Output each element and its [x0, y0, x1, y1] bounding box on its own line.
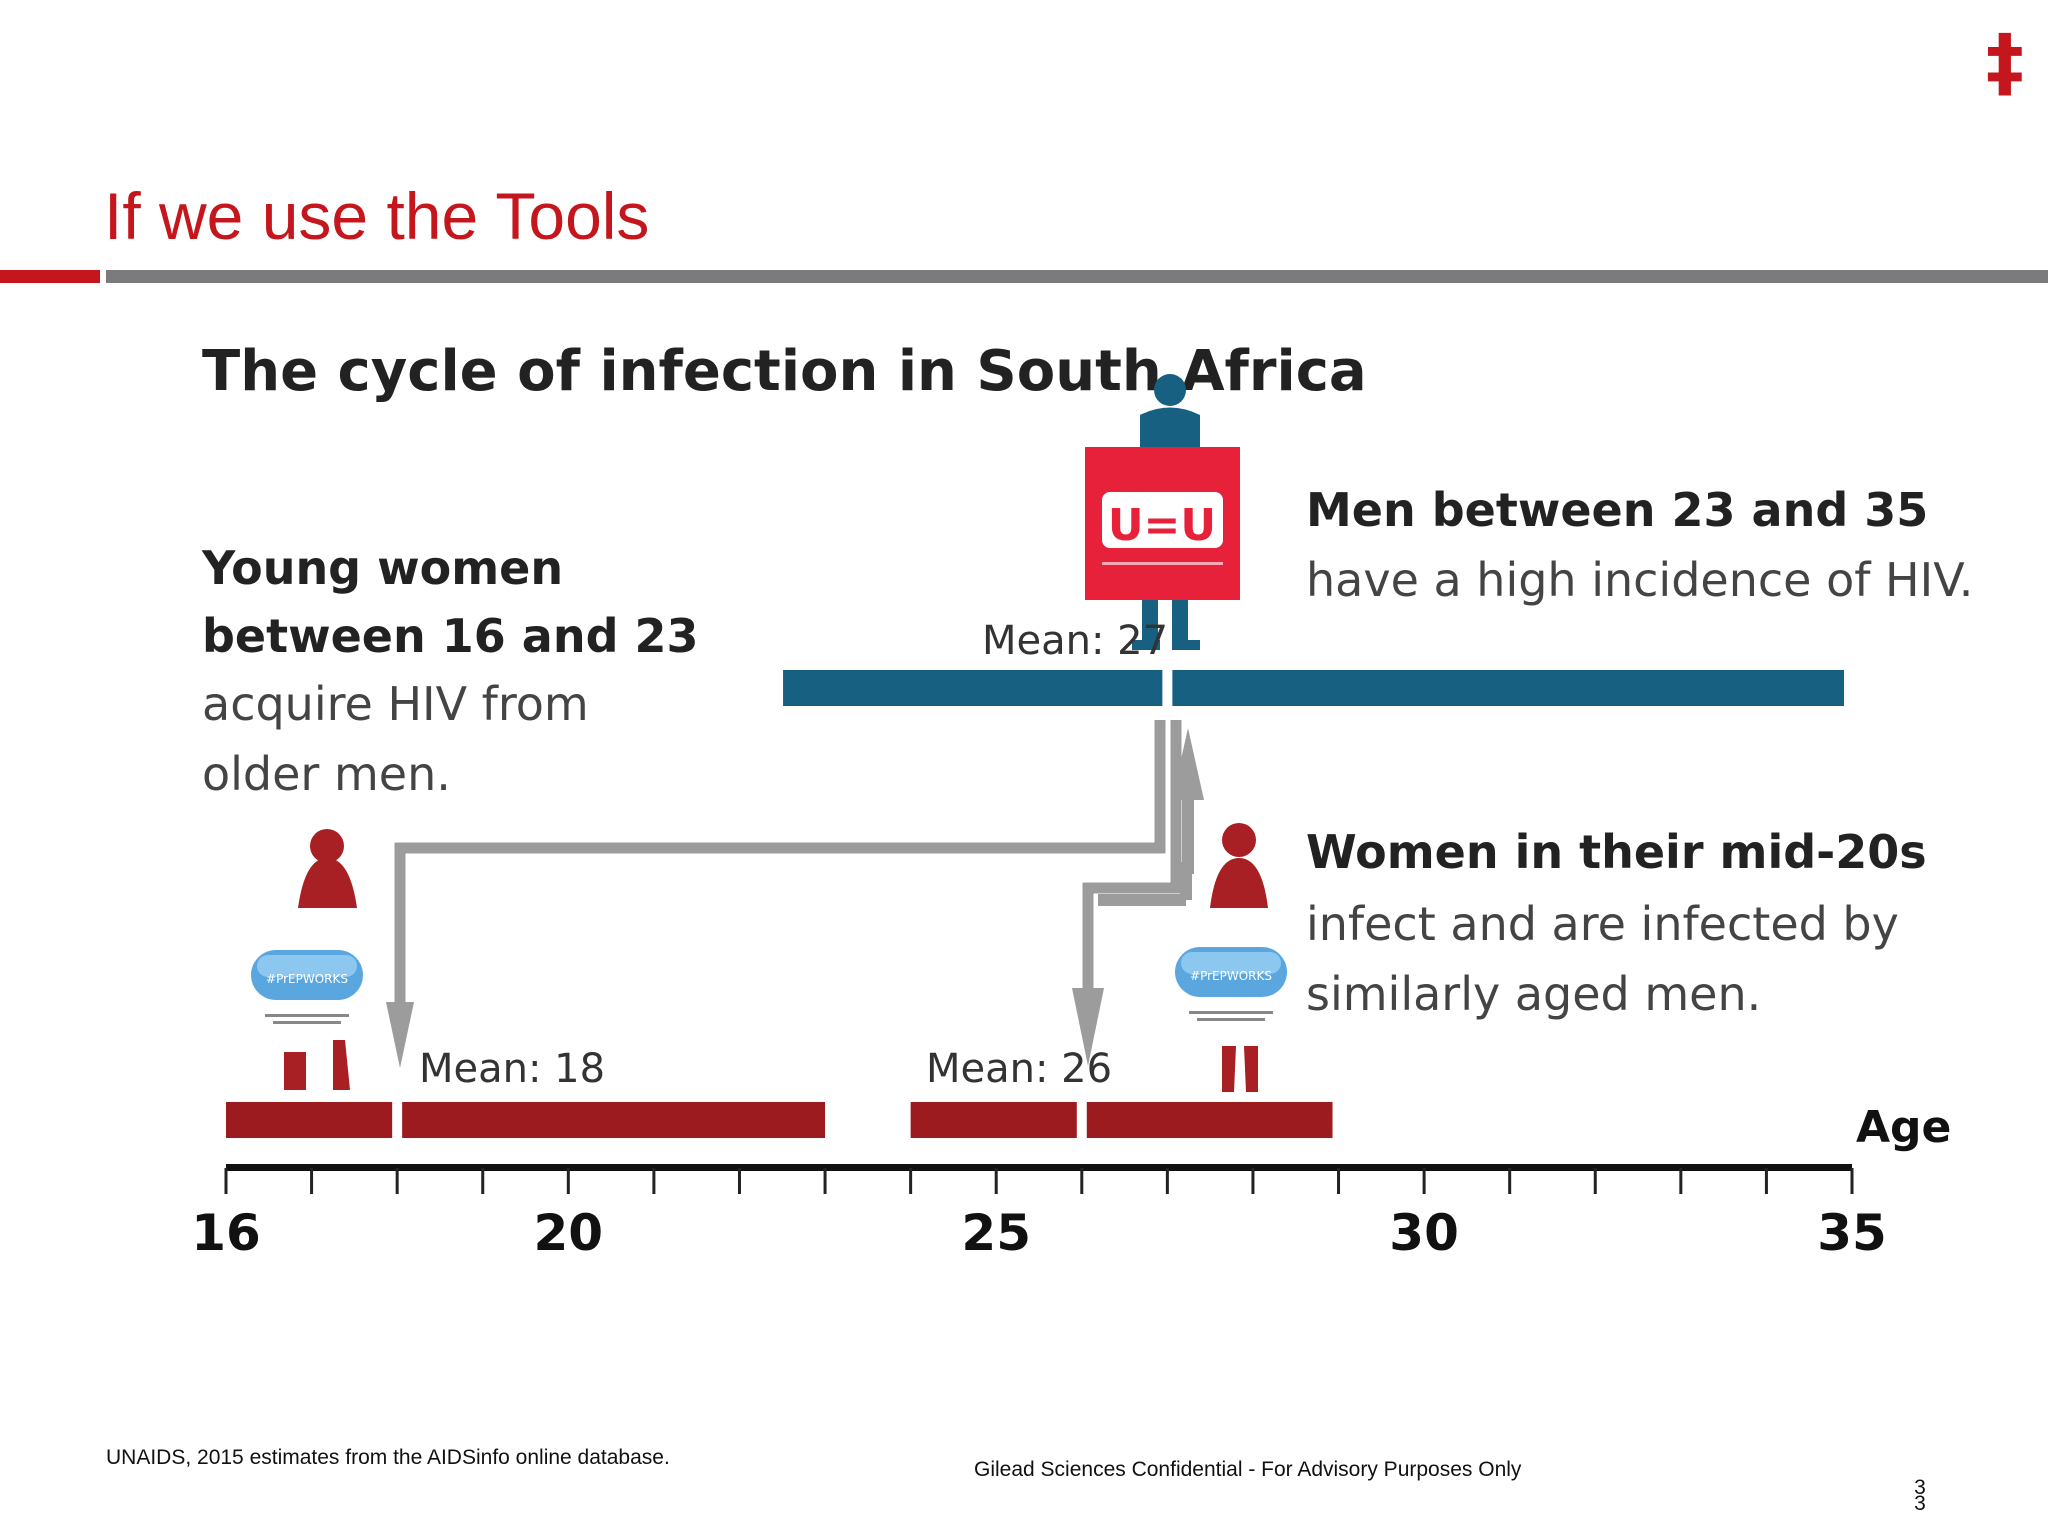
- axis-tick-16: [224, 1168, 228, 1194]
- bar-men-above-mean: [1172, 670, 1844, 706]
- infographic-title: The cycle of infection in South Africa: [202, 339, 1367, 404]
- axis-tick-label-16: 16: [191, 1204, 261, 1262]
- young-women-body-line2: older men.: [202, 747, 451, 801]
- confidential-notice: Gilead Sciences Confidential - For Advis…: [974, 1458, 1522, 1481]
- woman-mid20s-figure-icon: [1175, 823, 1287, 1092]
- bar-women-mid20s-below-mean: [910, 1102, 1077, 1138]
- axis-line: [226, 1164, 1852, 1171]
- axis-tick-24: [909, 1168, 913, 1194]
- axis-tick-19: [481, 1168, 485, 1194]
- arrow-women-mid20s-to-men: [1098, 728, 1204, 906]
- slide-title: If we use the Tools: [104, 179, 650, 253]
- axis-tick-23: [823, 1168, 827, 1194]
- mean-label-men: Mean: 27: [982, 618, 1168, 664]
- page-number-line1: 3: [1914, 1476, 1926, 1499]
- men-body: have a high incidence of HIV.: [1306, 553, 1973, 607]
- axis-tick-label-35: 35: [1817, 1204, 1887, 1262]
- age-axis: 16 20 25 30 35: [191, 1164, 1887, 1262]
- company-logo: ‡: [1986, 17, 2024, 106]
- women-mid20s-body-line2: similarly aged men.: [1306, 967, 1761, 1021]
- bar-men-below-mean: [783, 670, 1163, 706]
- arrow-men-to-young-women: [386, 720, 1166, 1068]
- bar-women-mid20s-above-mean: [1086, 1102, 1333, 1138]
- young-women-body-line1: acquire HIV from: [202, 677, 589, 731]
- uu-badge: U=U: [1085, 447, 1240, 600]
- men-heading: Men between 23 and 35: [1306, 483, 1928, 537]
- bar-young-women-below-mean: [226, 1102, 393, 1138]
- women-mid20s-heading: Women in their mid-20s: [1306, 825, 1927, 879]
- title-rule: [106, 270, 2048, 283]
- axis-label-age: Age: [1856, 1102, 1951, 1153]
- axis-tick-20: [566, 1168, 570, 1194]
- axis-tick-22: [737, 1168, 741, 1194]
- bar-young-women-above-mean: [402, 1102, 826, 1138]
- axis-tick-30: [1422, 1168, 1426, 1194]
- women-mid20s-body-line1: infect and are infected by: [1306, 897, 1899, 951]
- axis-tick-label-20: 20: [534, 1204, 604, 1262]
- axis-tick-34: [1764, 1168, 1768, 1194]
- young-women-heading-line2: between 16 and 23: [202, 609, 699, 663]
- page-number: 3 3: [1910, 1476, 1930, 1515]
- axis-tick-31: [1508, 1168, 1512, 1194]
- source-footnote: UNAIDS, 2015 estimates from the AIDSinfo…: [106, 1446, 670, 1469]
- age-range-bars: [226, 670, 1844, 1138]
- axis-tick-28: [1251, 1168, 1255, 1194]
- axis-tick-17: [310, 1168, 314, 1194]
- axis-tick-33: [1679, 1168, 1683, 1194]
- arrow-men-to-women-mid20s: [1072, 720, 1182, 1066]
- mean-label-women-mid20s: Mean: 26: [926, 1046, 1112, 1092]
- uu-badge-text: U=U: [1108, 500, 1216, 551]
- axis-tick-label-30: 30: [1389, 1204, 1459, 1262]
- mean-label-young-women: Mean: 18: [419, 1046, 605, 1092]
- axis-tick-35: [1850, 1168, 1854, 1194]
- axis-tick-21: [652, 1168, 656, 1194]
- young-woman-figure-icon: [251, 829, 363, 1090]
- title-rule-accent: [0, 270, 100, 283]
- axis-tick-18: [395, 1168, 399, 1194]
- axis-tick-26: [1080, 1168, 1084, 1194]
- page-number-line2: 3: [1914, 1492, 1926, 1515]
- young-women-heading-line1: Young women: [201, 541, 563, 595]
- axis-tick-25: [994, 1168, 998, 1194]
- axis-tick-label-25: 25: [961, 1204, 1031, 1262]
- man-figure-icon: [1132, 374, 1200, 650]
- axis-tick-29: [1337, 1168, 1341, 1194]
- axis-tick-27: [1165, 1168, 1169, 1194]
- axis-tick-32: [1593, 1168, 1597, 1194]
